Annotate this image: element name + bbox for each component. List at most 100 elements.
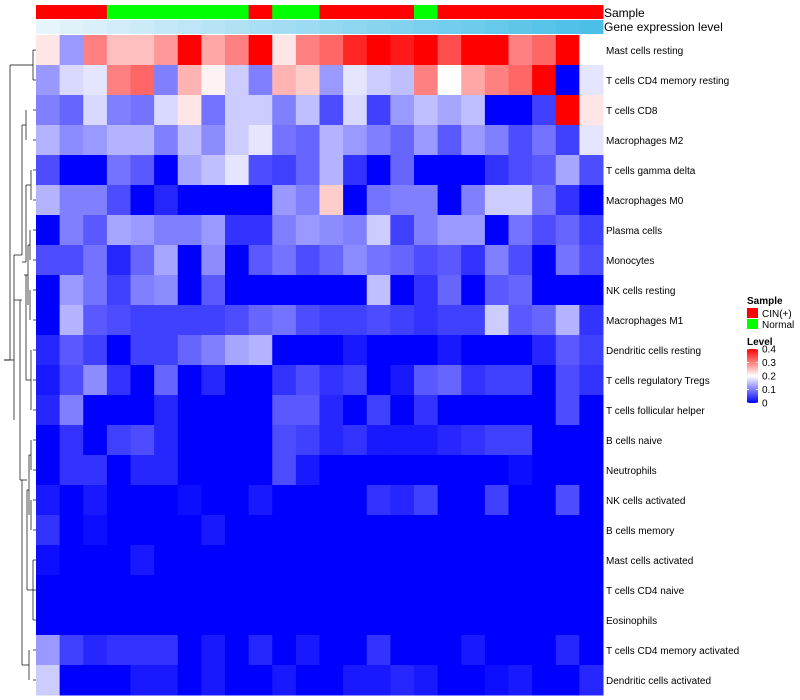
- heatmap-cell: [366, 65, 391, 96]
- heatmap-cell: [532, 245, 557, 276]
- heatmap-cell: [154, 155, 179, 186]
- heatmap-cell: [390, 515, 415, 546]
- expression-annotation-cell: [295, 20, 320, 34]
- heatmap-cell: [343, 395, 368, 426]
- heatmap-cell: [461, 425, 486, 456]
- sample-annotation-cell: [579, 5, 604, 19]
- heatmap-cell: [36, 665, 61, 696]
- heatmap-cell: [248, 245, 273, 276]
- heatmap-cell: [225, 425, 250, 456]
- heatmap-cell: [36, 215, 61, 246]
- heatmap-cell: [508, 95, 533, 126]
- heatmap-cell: [177, 215, 202, 246]
- heatmap-cell: [154, 335, 179, 366]
- heatmap-cell: [343, 365, 368, 396]
- heatmap-cell: [130, 575, 155, 606]
- legend-level-colorbar: [747, 349, 758, 403]
- row-labels: Mast cells resting T cells CD4 memory res…: [606, 46, 739, 687]
- heatmap-cell: [59, 485, 84, 516]
- heatmap-cell: [201, 65, 226, 96]
- heatmap-cell: [484, 575, 509, 606]
- expression-annotation-label: Gene expression level: [604, 20, 723, 34]
- row-label: T cells regulatory Tregs: [606, 376, 710, 387]
- heatmap-cell: [225, 95, 250, 126]
- heatmap-cell: [414, 275, 439, 306]
- heatmap-cell: [295, 605, 320, 636]
- heatmap-cell: [532, 515, 557, 546]
- heatmap-cell: [106, 635, 131, 666]
- heatmap-cell: [295, 65, 320, 96]
- heatmap-cell: [555, 125, 580, 156]
- heatmap-cell: [532, 395, 557, 426]
- expression-annotation-cell: [83, 20, 108, 34]
- heatmap-cell: [295, 455, 320, 486]
- heatmap-cell: [130, 665, 155, 696]
- heatmap-cell: [177, 245, 202, 276]
- heatmap-cell: [461, 575, 486, 606]
- heatmap-cell: [36, 515, 61, 546]
- heatmap-cell: [83, 155, 108, 186]
- heatmap-cell: [36, 425, 61, 456]
- heatmap-cell: [484, 185, 509, 216]
- heatmap-cell: [154, 485, 179, 516]
- heatmap-cell: [579, 305, 604, 336]
- heatmap-cell: [508, 125, 533, 156]
- heatmap-cell: [343, 185, 368, 216]
- heatmap-cell: [484, 275, 509, 306]
- heatmap-cell: [414, 635, 439, 666]
- heatmap-cell: [414, 515, 439, 546]
- heatmap-cell: [366, 305, 391, 336]
- heatmap-cell: [295, 545, 320, 576]
- heatmap-cell: [532, 485, 557, 516]
- heatmap-cell: [343, 35, 368, 66]
- heatmap-cell: [154, 575, 179, 606]
- heatmap-cell: [154, 95, 179, 126]
- heatmap-cell: [177, 185, 202, 216]
- expression-annotation-cell: [106, 20, 131, 34]
- heatmap-cell: [130, 305, 155, 336]
- heatmap-cell: [106, 455, 131, 486]
- heatmap-cell: [106, 425, 131, 456]
- heatmap-cell: [484, 95, 509, 126]
- heatmap-cell: [177, 305, 202, 336]
- heatmap-cell: [106, 215, 131, 246]
- heatmap-cell: [248, 65, 273, 96]
- heatmap-cell: [414, 125, 439, 156]
- heatmap-cell: [484, 485, 509, 516]
- heatmap-cell: [201, 335, 226, 366]
- heatmap-cell: [461, 35, 486, 66]
- heatmap-cell: [555, 35, 580, 66]
- expression-annotation-cell: [343, 20, 368, 34]
- heatmap-cell: [366, 635, 391, 666]
- heatmap-cell: [437, 125, 462, 156]
- heatmap-cell: [248, 335, 273, 366]
- heatmap-cell: [343, 245, 368, 276]
- heatmap-cell: [366, 665, 391, 696]
- heatmap-cell: [508, 515, 533, 546]
- sample-annotation-cell: [366, 5, 391, 19]
- heatmap-cell: [414, 245, 439, 276]
- heatmap-cell: [83, 245, 108, 276]
- heatmap-cell: [272, 665, 297, 696]
- sample-annotation-cell: [36, 5, 61, 19]
- heatmap-cell: [83, 455, 108, 486]
- heatmap-cell: [437, 245, 462, 276]
- heatmap-cell: [343, 335, 368, 366]
- heatmap-cell: [555, 65, 580, 96]
- heatmap-cell: [555, 395, 580, 426]
- heatmap-cell: [484, 365, 509, 396]
- heatmap-cell: [272, 515, 297, 546]
- heatmap-cell: [484, 665, 509, 696]
- heatmap-cell: [248, 215, 273, 246]
- heatmap-cell: [579, 395, 604, 426]
- heatmap-cell: [366, 545, 391, 576]
- heatmap-cell: [201, 185, 226, 216]
- heatmap-cell: [366, 35, 391, 66]
- heatmap-cell: [106, 365, 131, 396]
- heatmap-cell: [532, 545, 557, 576]
- legend: Sample CIN(+) Normal Level 0.4 0.3 0.2 0.1 0: [747, 296, 794, 410]
- heatmap-cell: [390, 185, 415, 216]
- heatmap-cell: [343, 305, 368, 336]
- heatmap-cell: [36, 575, 61, 606]
- heatmap-cell: [555, 215, 580, 246]
